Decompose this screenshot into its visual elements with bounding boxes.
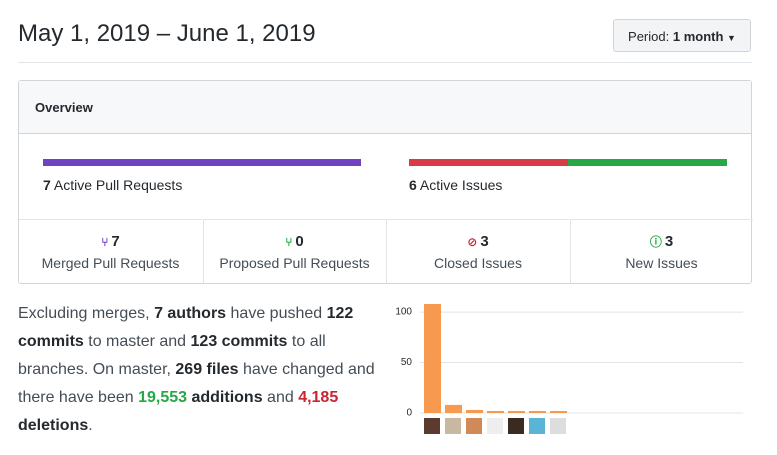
overview-box: Overview 7 Active Pull Requests 6 Active… [18, 80, 753, 284]
summary-text: 122 commits [18, 305, 354, 350]
stat-cell[interactable]: ⓘ 3 New Issues [569, 219, 753, 283]
summary-text: and [262, 389, 299, 406]
period-value: 1 month [672, 29, 724, 44]
pr-bar [43, 159, 361, 166]
icon: ⓘ [649, 235, 662, 249]
summary-text: 269 files [175, 361, 239, 378]
count: 7 [43, 177, 51, 193]
stat-count: ⊘ 3 [387, 233, 569, 250]
stat-count: ⑂ 0 [204, 233, 386, 250]
bar [508, 410, 525, 413]
issue-bar [409, 159, 727, 166]
period-button[interactable]: Period: 1 month ▼ [613, 19, 751, 52]
bar [487, 410, 504, 413]
bar-segment [409, 159, 568, 166]
summary-text: deletions [18, 417, 89, 434]
bar-segment [568, 159, 727, 166]
summary-text: to all branches. On master, [18, 333, 326, 378]
count: 3 [664, 233, 674, 250]
stat-cell[interactable]: ⑂ 7 Merged Pull Requests [19, 219, 202, 283]
summary-text: have changed and there have been [18, 361, 375, 406]
period-label: Period: [628, 29, 670, 44]
stat-count: ⓘ 3 [571, 233, 753, 250]
bar-segment [43, 159, 361, 166]
bar [550, 410, 567, 413]
summary-text: have pushed [226, 305, 327, 322]
avatar[interactable] [529, 418, 545, 434]
bar [424, 304, 441, 413]
stat-label: Merged Pull Requests [41, 255, 180, 271]
active-prs[interactable]: 7 Active Pull Requests [43, 177, 182, 193]
stat-cell[interactable]: ⑂ 0 Proposed Pull Requests [202, 219, 386, 283]
bar [445, 404, 462, 413]
summary-text: Excluding merges, [18, 305, 155, 322]
stat-label: Closed Issues [434, 255, 522, 271]
summary-text: 19,553 [138, 389, 188, 406]
stat-label: Proposed Pull Requests [219, 255, 370, 271]
summary-text: to master and [83, 333, 191, 350]
avatar[interactable] [424, 418, 440, 434]
count: 6 [409, 177, 417, 193]
avatar[interactable] [466, 418, 482, 434]
stat-count: ⑂ 7 [19, 233, 202, 250]
summary-text: additions [187, 389, 263, 406]
bar [529, 410, 546, 413]
avatar[interactable] [550, 418, 566, 434]
count: 3 [480, 233, 489, 250]
summary-text: 7 authors [154, 305, 227, 322]
active-issues[interactable]: 6 Active Issues [409, 177, 502, 193]
avatar[interactable] [487, 418, 503, 434]
label: Active Pull Requests [53, 177, 183, 193]
y-tick-label: 100 [395, 307, 412, 318]
date-range-title: May 1, 2019 – June 1, 2019 [18, 20, 316, 47]
avatar[interactable] [508, 418, 524, 434]
stat-cell[interactable]: ⊘ 3 Closed Issues [386, 219, 569, 283]
icon: ⑂ [101, 235, 109, 249]
y-tick-label: 50 [401, 357, 413, 368]
icon: ⑂ [285, 235, 293, 249]
count: 0 [295, 233, 304, 250]
summary-text: 4,185 [298, 389, 339, 406]
summary-text: . [88, 417, 93, 434]
bar [466, 409, 483, 413]
contributors-chart: 0 50 100 [395, 304, 743, 434]
count: 7 [111, 233, 120, 250]
overview-title: Overview [19, 81, 751, 134]
avatar[interactable] [445, 418, 461, 434]
divider [18, 62, 752, 63]
label: Active Issues [419, 177, 503, 193]
icon: ⊘ [467, 235, 478, 249]
stat-label: New Issues [625, 255, 698, 271]
summary-text: 123 commits [190, 333, 288, 350]
y-tick-label: 0 [406, 408, 412, 419]
summary: Excluding merges, 7 authors have pushed … [18, 300, 383, 440]
